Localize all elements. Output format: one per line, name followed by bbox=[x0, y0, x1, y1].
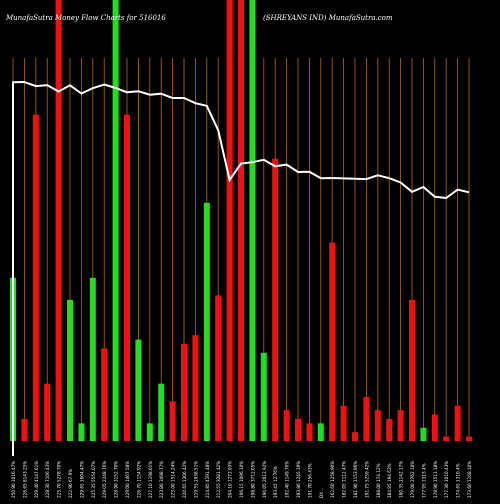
bar bbox=[146, 423, 153, 441]
x-tick-label: 191.75 5259.42% bbox=[364, 461, 369, 498]
bar bbox=[466, 436, 472, 441]
bar bbox=[226, 0, 233, 441]
x-tick-label: 190.05 2012.92% bbox=[262, 461, 267, 498]
x-tick-label: 178.90 1511.18% bbox=[433, 461, 438, 498]
bar bbox=[67, 299, 73, 441]
bar bbox=[295, 418, 301, 441]
bar bbox=[272, 158, 279, 441]
x-tick-label: 179.00 2762.18% bbox=[410, 461, 415, 498]
bar bbox=[203, 202, 210, 441]
bar bbox=[32, 114, 39, 441]
x-tick-label: 191.70 256.43% bbox=[307, 463, 312, 498]
x-tick-label: 228.30 7106.43% bbox=[45, 461, 50, 498]
bar bbox=[44, 383, 51, 441]
x-tick-label: 225.35 5554.07% bbox=[91, 461, 96, 498]
bar bbox=[340, 405, 347, 441]
x-tick-label: 220.65 1306.42% bbox=[182, 461, 187, 498]
bar bbox=[352, 432, 358, 441]
x-tick-label: 250.90 1016.47% bbox=[11, 461, 16, 498]
x-tick-label: 177.95 1313.4% bbox=[421, 463, 426, 498]
x-tick-label: 180.35 1142.17% bbox=[399, 461, 404, 498]
chart-title: MunafaSutra Money Flow Charts for 516016 bbox=[6, 14, 166, 22]
bar bbox=[283, 410, 290, 441]
x-tick-label: 177.30 1010.43% bbox=[444, 461, 449, 498]
bar bbox=[158, 383, 165, 441]
x-tick-label: 193.86 1245.19% bbox=[296, 461, 301, 498]
x-tick-label: 223.80 3498.77% bbox=[159, 461, 164, 498]
chart-subtitle: (SHREYANS IND) MunafaSutra.com bbox=[263, 14, 393, 22]
x-tick-label: 214.85 4191.48% bbox=[205, 461, 210, 498]
bar bbox=[374, 410, 381, 441]
bar bbox=[249, 0, 256, 441]
x-tick-label: 198.80 3712.05% bbox=[250, 461, 255, 498]
x-tick-label: 229.40 4147.61% bbox=[34, 461, 39, 498]
x-tick-label: 219.55 1938.51% bbox=[193, 461, 198, 498]
x-tick-label: 196.15 1096.10% bbox=[239, 461, 244, 498]
x-tick-label: 184.95 194.63% bbox=[387, 463, 392, 498]
x-tick-label: 162.60 1258.90% bbox=[330, 461, 335, 498]
bar bbox=[112, 0, 119, 441]
x-tick-label: 229.05 2248.76% bbox=[102, 461, 107, 498]
bar bbox=[124, 114, 130, 441]
bar bbox=[55, 0, 62, 441]
bar bbox=[329, 242, 336, 441]
bar bbox=[306, 423, 313, 441]
bar bbox=[215, 295, 222, 441]
bar bbox=[21, 418, 28, 441]
bar bbox=[317, 423, 324, 441]
bar bbox=[101, 348, 108, 441]
bar bbox=[169, 401, 176, 441]
x-tick-label: 188.00 174.12% bbox=[376, 463, 381, 498]
x-tick-label: 229.00 1467.58% bbox=[125, 461, 130, 498]
price-line bbox=[12, 80, 470, 456]
x-tick-label: 226.70 1154.92% bbox=[136, 461, 141, 498]
x-tick-label: 228.90 3152.70% bbox=[114, 461, 119, 498]
x-tick-label: DX .. bbox=[319, 488, 324, 498]
bar bbox=[431, 414, 438, 441]
bar-series bbox=[10, 0, 472, 441]
bar bbox=[443, 436, 450, 441]
x-tick-label: 193.45 12.76% bbox=[273, 466, 278, 498]
bar bbox=[135, 339, 142, 441]
bar bbox=[78, 423, 85, 441]
x-tick-label: 173.60 1168.10% bbox=[467, 461, 472, 498]
bar bbox=[420, 427, 427, 441]
x-tick-label: 229.65 1604.47% bbox=[79, 461, 84, 498]
x-tick-label: 181.90 1153.96% bbox=[353, 461, 358, 498]
bar bbox=[397, 410, 404, 441]
x-tick-label: 225.70 5278.70% bbox=[57, 461, 62, 498]
x-tick-label: 204.10 1272.93% bbox=[228, 461, 233, 498]
bar bbox=[409, 299, 415, 441]
bar bbox=[454, 405, 461, 441]
x-tick-label: 226.65 8143.25% bbox=[22, 461, 27, 498]
x-tick-label: 192.40 1149.76% bbox=[285, 461, 290, 498]
x-tick-labels: 250.90 1016.47% 226.65 8143.25% 229.40 414… bbox=[11, 461, 472, 498]
x-tick-label: 223.00 1514.24% bbox=[171, 461, 176, 498]
bar bbox=[238, 0, 244, 441]
bar bbox=[89, 277, 96, 441]
bar bbox=[260, 352, 267, 441]
x-tick-label: 227.10 1198.01% bbox=[148, 461, 153, 498]
x-tick-label: 182.05 1112.47% bbox=[342, 461, 347, 498]
x-tick-label: 212.55 3281.42% bbox=[216, 461, 221, 498]
bar bbox=[386, 418, 393, 441]
x-tick-label: 222.90 67.9% bbox=[68, 469, 73, 498]
x-tick-label: 174.65 1310.4% bbox=[456, 463, 461, 498]
bar bbox=[363, 396, 370, 441]
bar bbox=[181, 343, 187, 441]
bar bbox=[192, 335, 199, 441]
